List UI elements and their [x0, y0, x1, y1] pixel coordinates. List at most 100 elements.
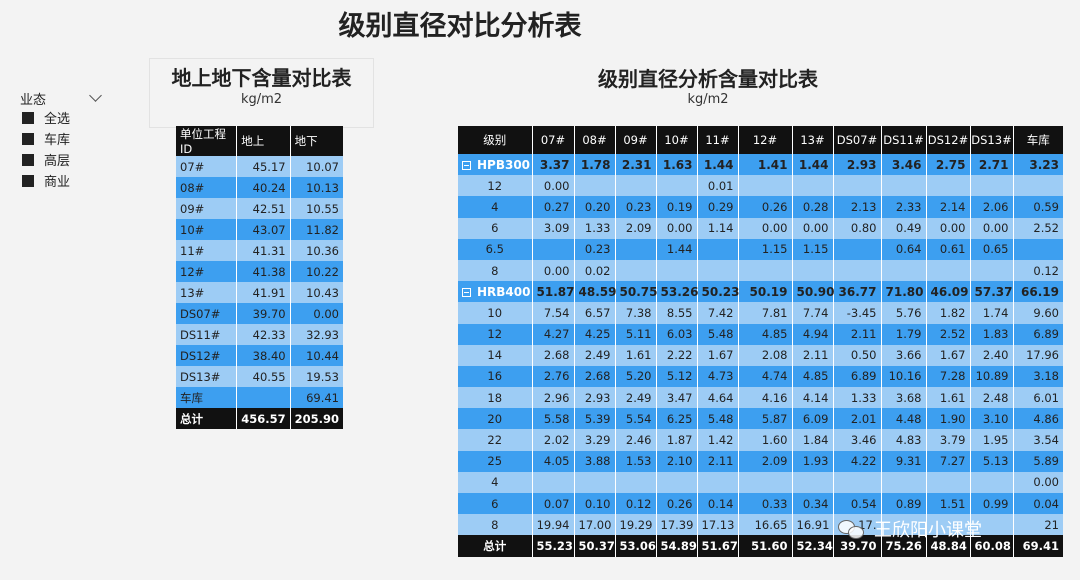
collapse-icon[interactable]: [462, 160, 471, 170]
column-header[interactable]: DS13#: [970, 126, 1014, 154]
group-label[interactable]: HPB300: [458, 154, 533, 176]
table-cell: 4.05: [532, 450, 575, 472]
group-cell: 1.44: [792, 154, 834, 176]
total-cell: 51.67: [697, 535, 739, 557]
table-cell: [833, 471, 882, 493]
group-cell: 50.19: [738, 281, 793, 303]
checkbox-icon[interactable]: [22, 153, 34, 166]
slicer-item[interactable]: 高层: [20, 149, 110, 170]
table-cell: 1.82: [926, 302, 971, 324]
table-cell: 32.93: [290, 324, 343, 345]
group-row[interactable]: HRB400 51.87 48.59 50.75 53.26 50.23 50.19 50.9…: [458, 281, 1063, 303]
table-row: 8 19.94 17.00 19.29 17.39 17.13 16.65 16.91 17. 2…: [458, 514, 1063, 536]
table-cell: 4.14: [792, 387, 834, 409]
table-cell: [926, 514, 971, 536]
table-cell: 2.11: [792, 344, 834, 366]
table-cell: 10: [458, 302, 533, 324]
column-header[interactable]: 级别: [458, 126, 533, 154]
table-cell: 9.31: [881, 450, 927, 472]
column-header[interactable]: DS11#: [881, 126, 927, 154]
table-cell: 41.31: [236, 240, 291, 261]
table-cell: 41.91: [236, 282, 291, 303]
slicer-header[interactable]: 业态: [20, 89, 110, 108]
table-cell: [615, 259, 657, 282]
column-header[interactable]: 07#: [532, 126, 575, 154]
table-cell: 10.22: [290, 261, 343, 282]
table-cell: [656, 175, 698, 197]
table-cell: 0.00: [970, 217, 1014, 239]
table-cell: 0.07: [532, 493, 575, 515]
column-header[interactable]: 09#: [615, 126, 657, 154]
table-cell: 2.22: [656, 344, 698, 366]
table-cell: 11#: [176, 240, 238, 261]
table-cell: [615, 238, 657, 260]
column-header[interactable]: DS12#: [926, 126, 971, 154]
table-cell: 17.00: [574, 514, 616, 536]
table-cell: 0.61: [926, 238, 971, 260]
column-header[interactable]: 08#: [574, 126, 616, 154]
table-cell: 40.55: [236, 366, 291, 387]
column-header[interactable]: DS07#: [833, 126, 882, 154]
table-cell: [833, 259, 882, 282]
table-cell: [236, 387, 291, 408]
slicer-title: 业态: [20, 92, 47, 108]
table-row: 13# 41.91 10.43: [176, 282, 343, 303]
checkbox-icon[interactable]: [22, 111, 34, 124]
table-cell: DS13#: [176, 366, 238, 387]
table-cell: 1.95: [970, 429, 1014, 451]
table-cell: 2.06: [970, 196, 1014, 218]
total-cell: 48.84: [926, 535, 971, 557]
slicer-item[interactable]: 车库: [20, 128, 110, 149]
table-row: 10 7.54 6.57 7.38 8.55 7.42 7.81 7.74 -3.45 5.76 1…: [458, 302, 1063, 324]
table-cell: 1.61: [615, 344, 657, 366]
table-cell: [881, 471, 927, 493]
table-cell: 3.66: [881, 344, 927, 366]
column-header[interactable]: 单位工程ID: [176, 126, 238, 156]
column-header[interactable]: 地上: [236, 126, 291, 156]
table-cell: 3.10: [970, 408, 1014, 430]
group-cell: 48.59: [574, 281, 616, 303]
group-cell: 2.71: [970, 154, 1014, 176]
group-name: HPB300: [477, 157, 531, 172]
group-row[interactable]: HPB300 3.37 1.78 2.31 1.63 1.44 1.41 1.44 2.93 3.…: [458, 154, 1063, 176]
slicer-item[interactable]: 全选: [20, 107, 110, 128]
business-type-slicer[interactable]: 业态 全选 车库 高层 商业: [20, 89, 110, 191]
table-cell: 0.65: [970, 238, 1014, 260]
collapse-icon[interactable]: [462, 287, 471, 297]
group-cell: 36.77: [833, 281, 882, 303]
chevron-down-icon[interactable]: [89, 89, 102, 102]
column-header[interactable]: 13#: [792, 126, 834, 154]
table-cell: 1.42: [697, 429, 739, 451]
checkbox-icon[interactable]: [22, 132, 34, 145]
table-cell: 5.39: [574, 408, 616, 430]
column-header[interactable]: 地下: [290, 126, 343, 156]
group-label[interactable]: HRB400: [458, 281, 533, 303]
table-cell: 39.70: [236, 303, 291, 324]
table-cell: 4.48: [881, 408, 927, 430]
checkbox-icon[interactable]: [22, 174, 34, 187]
table-row: 10# 43.07 11.82: [176, 219, 343, 240]
left-visual-title: 地上地下含量对比表: [171, 66, 352, 90]
slicer-item[interactable]: 商业: [20, 170, 110, 191]
column-header[interactable]: 12#: [738, 126, 793, 154]
column-header[interactable]: 车库: [1013, 126, 1063, 154]
table-cell: 1.51: [926, 493, 971, 515]
table-row: 车库 69.41: [176, 387, 343, 408]
table-cell: 0.29: [697, 196, 739, 218]
table-cell: 3.88: [574, 450, 616, 472]
group-cell: 50.23: [697, 281, 739, 303]
table-cell: DS12#: [176, 345, 238, 366]
table-cell: 2.46: [615, 429, 657, 451]
table-cell: 2.49: [615, 387, 657, 409]
column-header[interactable]: 10#: [656, 126, 698, 154]
table-cell: [970, 259, 1014, 282]
table-cell: 2.76: [532, 365, 575, 388]
table-cell: 0.54: [833, 493, 882, 515]
table-cell: 0.19: [656, 196, 698, 218]
table-cell: 10.89: [970, 365, 1014, 388]
column-header[interactable]: 11#: [697, 126, 739, 154]
table-cell: 0.14: [697, 493, 739, 515]
table-cell: 0.00: [792, 217, 834, 239]
table-cell: 08#: [176, 177, 238, 198]
table-cell: 5.76: [881, 302, 927, 324]
